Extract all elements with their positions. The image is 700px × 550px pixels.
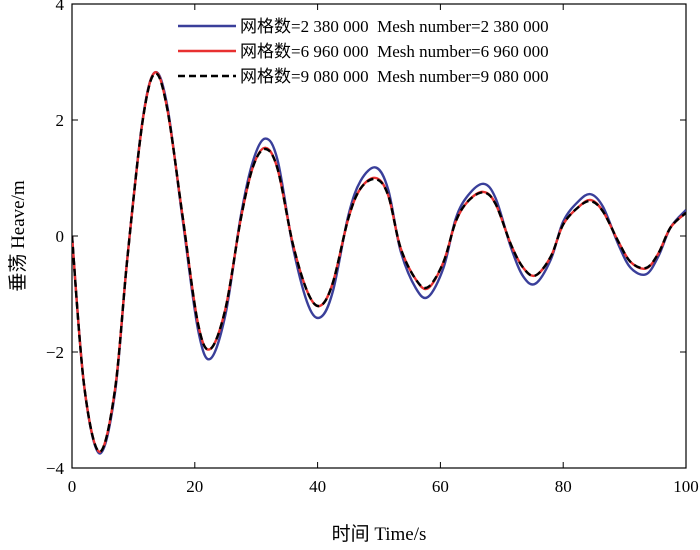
x-tick-label: 40: [309, 477, 326, 496]
x-tick-label: 0: [68, 477, 77, 496]
y-tick-label: 0: [56, 227, 65, 246]
y-axis-label: 垂荡 Heave/m: [7, 180, 29, 292]
plot-area: 0 20 40 60 80 100 −4 −2 0 2 4 网格数=2 380 000 Mesh n…: [46, 0, 699, 496]
x-tick-label: 20: [186, 477, 203, 496]
legend: 网格数=2 380 000 Mesh number=2 380 000 网格数=6…: [178, 17, 549, 86]
x-tick-label: 100: [673, 477, 699, 496]
y-tick-label: −4: [46, 459, 65, 478]
x-tick-label: 80: [555, 477, 572, 496]
series-line-1: [72, 70, 686, 455]
series-line-2: [72, 71, 686, 453]
legend-label-3: 网格数=9 080 000 Mesh number=9 080 000: [240, 67, 549, 86]
tick-layer: 0 20 40 60 80 100 −4 −2 0 2 4: [46, 0, 699, 496]
y-tick-label: −2: [46, 343, 64, 362]
y-tick-label: 2: [56, 111, 65, 130]
series-line-3: [72, 72, 686, 453]
y-tick-label: 4: [56, 0, 65, 14]
legend-label-2: 网格数=6 960 000 Mesh number=6 960 000: [240, 42, 549, 61]
x-axis-label: 时间 Time/s: [332, 523, 427, 545]
legend-label-1: 网格数=2 380 000 Mesh number=2 380 000: [240, 17, 549, 36]
series-layer: [72, 70, 686, 455]
x-tick-label: 60: [432, 477, 449, 496]
